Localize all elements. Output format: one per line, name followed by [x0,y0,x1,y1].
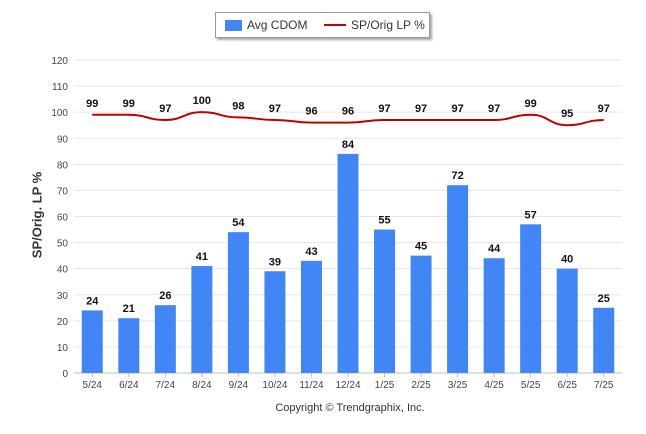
y-tick-label: 100 [51,108,68,119]
y-tick-label: 50 [57,239,69,250]
line-data-label: 97 [378,103,390,115]
bar-data-label: 39 [269,256,281,268]
y-tick-label: 40 [57,265,69,276]
bar-data-label: 24 [86,295,99,307]
bar-data-label: 43 [305,246,317,258]
line-data-label: 98 [232,100,244,112]
line-data-label: 99 [525,98,537,110]
x-tick-label: 6/25 [557,380,577,391]
bar [227,232,249,373]
bar [300,260,322,373]
bar-data-label: 44 [488,243,501,255]
bar [118,318,140,373]
line-data-label: 99 [123,98,135,110]
x-tick-label: 1/25 [375,380,395,391]
line-data-label: 97 [415,103,427,115]
line-data-label: 100 [193,95,211,107]
x-tick-label: 9/24 [229,380,249,391]
x-tick-label: 5/25 [521,380,541,391]
legend-item-line[interactable]: SP/Orig LP % [324,18,425,32]
x-tick-label: 11/24 [299,380,324,391]
bar [447,185,469,373]
line-data-label: 96 [342,106,354,118]
bar-data-label: 25 [598,293,610,305]
bar-data-label: 26 [159,290,171,302]
x-tick-label: 4/25 [484,380,504,391]
line-data-label: 97 [451,103,463,115]
bar [81,310,103,373]
x-tick-label: 8/24 [192,380,212,391]
x-tick-label: 5/24 [83,380,103,391]
x-tick-label: 3/25 [448,380,468,391]
line-series [92,111,604,127]
bar [374,229,396,373]
bar [264,271,286,373]
bar [483,258,505,373]
y-tick-label: 80 [57,160,69,171]
line-path [92,111,604,127]
y-tick-label: 70 [57,186,69,197]
line-data-label: 95 [561,108,573,120]
bar [337,153,359,373]
x-tick-label: 6/24 [119,380,139,391]
bar-data-label: 84 [342,139,355,151]
bar [556,268,578,373]
x-tick-label: 7/25 [594,380,614,391]
legend-item-bar[interactable]: Avg CDOM [225,18,307,32]
legend-bar-swatch [225,19,242,31]
legend-line-swatch [324,24,346,26]
y-tick-label: 0 [62,369,68,380]
y-tick-label: 90 [57,134,69,145]
legend-label: Avg CDOM [247,18,308,32]
line-data-label: 96 [305,106,317,118]
line-data-label: 99 [86,98,98,110]
bar-data-label: 57 [525,209,537,221]
y-tick-label: 60 [57,213,69,224]
bar-series [81,153,615,373]
bar-data-label: 55 [378,215,390,227]
bar-data-label: 40 [561,254,573,266]
y-tick-label: 30 [57,291,69,302]
x-tick-label: 2/25 [411,380,431,391]
bar [593,307,615,373]
bar-data-label: 45 [415,241,427,253]
bar-data-labels: 24 21 26 41 54 39 43 84 55 45 72 44 57 40 25 [86,139,610,315]
bar [520,224,542,373]
line-data-label: 97 [488,103,500,115]
x-tick-label: 10/24 [262,380,287,391]
legend: Avg CDOM SP/Orig LP % [215,12,430,38]
bar-data-label: 72 [451,170,463,182]
line-data-label: 97 [598,103,610,115]
y-tick-label: 110 [52,82,68,93]
bar [410,255,432,373]
x-axis-ticks: 5/24 6/24 7/24 8/24 9/24 10/24 11/24 12/24 1/25 2… [83,373,614,391]
line-data-label: 97 [269,103,281,115]
legend-label: SP/Orig LP % [351,18,425,32]
bar-data-label: 54 [232,217,245,229]
y-tick-label: 120 [51,56,68,67]
x-tick-label: 7/24 [156,380,176,391]
y-tick-label: 20 [57,317,69,328]
y-axis-title: SP/Orig. LP % [29,171,45,259]
y-tick-label: 10 [57,343,69,354]
x-tick-label: 12/24 [335,380,360,391]
bar-data-label: 41 [196,251,208,263]
bar-data-label: 21 [123,303,135,315]
y-axis-ticks: 0 10 20 30 40 50 60 70 80 90 100 110 120 [51,56,68,380]
line-data-labels: 99 99 97 100 98 97 96 96 97 97 97 97 99 95 97 [86,95,610,120]
bar [154,305,176,373]
bar [191,266,213,373]
line-data-label: 97 [159,103,171,115]
copyright-text: Copyright © Trendgraphix, Inc. [275,402,425,414]
